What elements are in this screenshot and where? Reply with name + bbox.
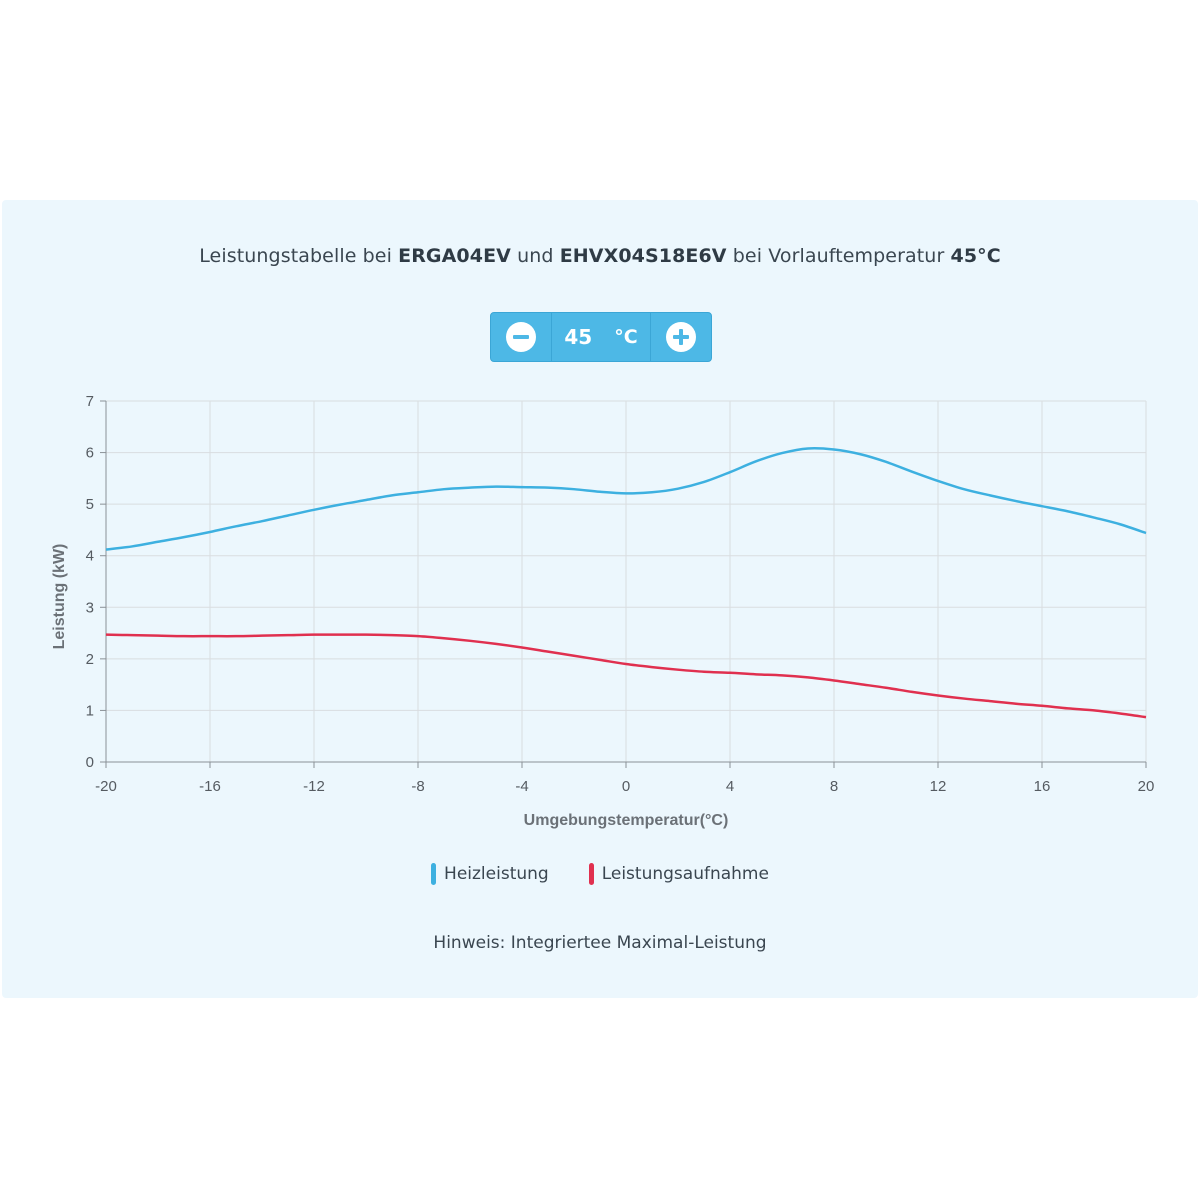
x-tick-label: 8 — [830, 778, 838, 795]
temperature-unit: °C — [614, 326, 638, 348]
minus-icon — [506, 322, 536, 352]
chart-title: Leistungstabelle bei ERGA04EV und EHVX04… — [2, 245, 1198, 267]
y-tick-label: 2 — [86, 651, 94, 668]
title-text-3: bei Vorlauftemperatur — [726, 245, 951, 267]
x-tick-label: 12 — [930, 778, 947, 795]
y-tick-label: 1 — [86, 702, 94, 719]
legend-item-leistungsaufnahme[interactable]: Leistungsaufnahme — [588, 863, 769, 885]
x-axis-title: Umgebungstemperatur(°C) — [524, 812, 729, 829]
title-model-1: ERGA04EV — [398, 245, 511, 267]
plus-icon — [666, 322, 696, 352]
y-tick-label: 3 — [86, 599, 94, 616]
y-axis-title: Leistung (kW) — [51, 544, 68, 650]
x-tick-label: 0 — [622, 778, 630, 795]
y-tick-label: 5 — [86, 496, 94, 513]
x-tick-label: -20 — [95, 778, 117, 795]
series-line-leistungsaufnahme — [105, 633, 1147, 719]
y-tick-label: 7 — [86, 393, 94, 410]
temperature-stepper: 45 °C — [490, 312, 712, 362]
legend-label-heizleistung: Heizleistung — [444, 864, 549, 884]
x-tick-label: -8 — [411, 778, 424, 795]
temperature-value: 45 — [564, 325, 593, 349]
x-tick-label: 16 — [1034, 778, 1051, 795]
temperature-display: 45 °C — [551, 313, 651, 361]
x-tick-label: 4 — [726, 778, 734, 795]
y-tick-label: 6 — [86, 445, 94, 462]
x-tick-label: -16 — [199, 778, 221, 795]
note-text: Hinweis: Integriertee Maximal-Leistung — [433, 933, 767, 953]
title-temp: 45°C — [950, 245, 1001, 267]
series-line-heizleistung — [105, 446, 1147, 551]
x-tick-label: -4 — [515, 778, 528, 795]
legend-item-heizleistung[interactable]: Heizleistung — [431, 863, 549, 885]
increase-button[interactable] — [651, 313, 711, 361]
chart-panel: Leistungstabelle bei ERGA04EV und EHVX04… — [2, 200, 1198, 998]
y-tick-label: 4 — [86, 548, 94, 565]
legend-swatch-leistungsaufnahme — [588, 863, 594, 885]
title-model-2: EHVX04S18E6V — [559, 245, 727, 267]
x-tick-label: 20 — [1138, 778, 1155, 795]
decrease-button[interactable] — [491, 313, 551, 361]
title-text-1: Leistungstabelle bei — [199, 245, 399, 267]
legend-swatch-heizleistung — [431, 863, 437, 885]
x-tick-label: -12 — [303, 778, 325, 795]
chart-legend: Heizleistung Leistungsaufnahme — [2, 863, 1198, 885]
y-tick-label: 0 — [86, 754, 94, 771]
title-text-2: und — [510, 245, 560, 267]
legend-label-leistungsaufnahme: Leistungsaufnahme — [601, 864, 769, 884]
